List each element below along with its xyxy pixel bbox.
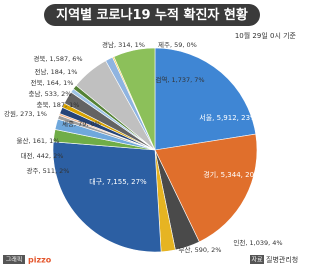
data-label: 경북, 1,587, 6% [33,54,82,63]
graphic-label: 그래픽 [6,256,23,264]
data-label: 강원, 273, 1% [4,109,47,118]
data-label: 경기, 5,344, 20% [203,170,261,179]
data-label: 전남, 184, 1% [35,67,78,76]
data-label: 서울, 5,912, 23% [199,113,257,122]
pie-slice [113,47,156,151]
data-label: 충남, 533, 2% [29,89,72,98]
data-label: 경남, 314, 1% [102,40,145,49]
source-tag-label: 자료 [251,256,263,264]
chart: 지역별 코로나19 누적 확진자 현황 10월 29일 0시 기준 그래픽 pi… [3,4,298,265]
data-label: 검역, 1,737, 7% [155,75,204,84]
page: {"chart_data":{"type":"pie","title":"지역별… [3,4,299,265]
source-tag [250,255,264,264]
data-label: 대전, 442, 2% [21,151,64,160]
source: 질병관리청 [266,255,298,264]
data-label: 전북, 164, 1% [31,78,74,87]
chart-title: 지역별 코로나19 누적 확진자 현황 [56,7,248,23]
data-label: 제주, 59, 0% [158,41,197,49]
graphic-tag [3,255,25,264]
pie-slice [154,133,258,243]
pie-slice [52,141,162,253]
data-label: 부산, 590, 2% [179,245,222,254]
subtitle: 10월 29일 0시 기준 [235,31,297,40]
data-label: 대구, 7,155, 27% [89,178,147,186]
data-label: 인천, 1,039, 4% [233,238,282,247]
data-label: 세종, 79, 0% [62,119,101,128]
pie-slice [154,47,257,151]
title-box [44,4,260,26]
data-label: 충북, 187, 1% [37,100,80,109]
brand: pizzo [28,256,52,265]
data-label: 울산, 161, 1% [17,136,60,145]
data-label: 광주, 511, 2% [27,167,70,175]
